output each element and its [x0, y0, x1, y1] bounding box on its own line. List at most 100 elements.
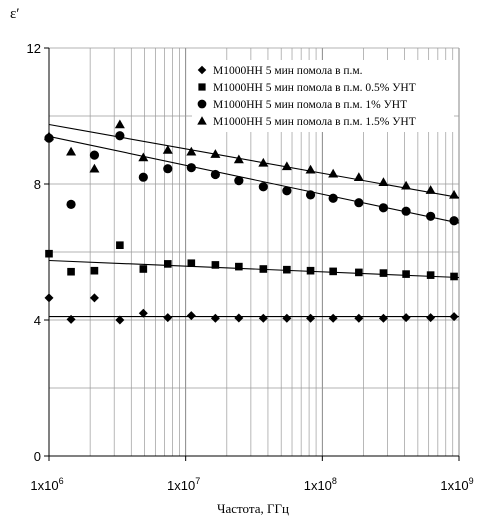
- data-point-series-1: [163, 313, 173, 323]
- tick-labels: 0 4 8 12 1x106 1x107 1x108 1x109: [27, 41, 474, 493]
- data-point-series-1: [210, 313, 220, 323]
- data-point-series-2: [355, 268, 363, 277]
- x-tick-exponent: 8: [332, 476, 337, 486]
- data-point-series-3: [305, 190, 316, 200]
- fit-line-series-3: [48, 135, 460, 224]
- x-tick-label: 1x109: [440, 476, 473, 493]
- data-point-series-2: [450, 272, 458, 281]
- legend-marker-1: [197, 65, 207, 75]
- data-point-series-3: [115, 131, 125, 141]
- data-point-series-3: [210, 169, 220, 180]
- data-point-series-1: [282, 313, 292, 323]
- legend-label-1: M1000НН 5 мин помола в п.м.: [213, 65, 363, 77]
- data-point-series-4: [138, 152, 149, 162]
- data-point-series-3: [282, 186, 292, 196]
- data-point-series-4: [210, 149, 221, 158]
- data-point-series-2: [116, 241, 124, 249]
- data-point-series-2: [402, 270, 410, 278]
- data-point-series-4: [44, 131, 54, 141]
- x-tick-exponent: 7: [195, 476, 200, 486]
- data-point-series-4: [89, 163, 100, 173]
- legend-label-3: M1000НН 5 мин помола в п.м. 1% УНТ: [213, 99, 407, 111]
- data-point-series-2: [329, 267, 337, 276]
- legend-marker-4: [197, 116, 207, 125]
- data-point-series-3: [138, 172, 148, 182]
- data-point-series-2: [379, 269, 388, 277]
- data-point-series-1: [328, 313, 338, 323]
- data-point-series-2: [306, 266, 315, 275]
- data-point-series-3: [258, 182, 268, 192]
- data-point-series-2: [45, 249, 53, 258]
- data-point-series-1: [234, 313, 244, 323]
- data-point-series-1: [401, 313, 411, 323]
- x-tick-label: 1x106: [30, 476, 63, 493]
- legend-box: [192, 60, 454, 132]
- data-point-series-3: [401, 206, 411, 216]
- data-point-series-4: [281, 161, 292, 171]
- data-point-series-4: [378, 177, 389, 187]
- data-point-series-4: [66, 146, 77, 156]
- x-axis-label: Частота, ГГц: [217, 501, 289, 516]
- data-point-series-2: [426, 271, 435, 279]
- data-point-series-3: [163, 164, 173, 174]
- fit-line-series-2: [48, 259, 460, 279]
- x-tick-exponent: 9: [469, 476, 474, 486]
- data-point-series-4: [328, 168, 339, 178]
- legend: M1000НН 5 мин помола в п.м. M1000НН 5 мин…: [192, 60, 454, 132]
- data-point-series-2: [235, 262, 243, 271]
- data-point-series-4: [353, 172, 364, 181]
- data-point-series-1: [186, 311, 196, 321]
- data-point-series-2: [90, 266, 99, 275]
- data-point-series-1: [378, 313, 388, 323]
- data-point-series-1: [44, 293, 54, 303]
- data-point-series-3: [328, 193, 338, 203]
- y-tick-label: 4: [34, 313, 41, 328]
- data-point-series-3: [354, 198, 364, 208]
- fit-lines: [48, 123, 460, 318]
- data-point-series-2: [187, 259, 196, 268]
- data-point-series-3: [186, 163, 196, 173]
- data-point-series-1: [426, 313, 436, 323]
- data-point-series-4: [162, 145, 173, 154]
- data-point-series-1: [306, 313, 316, 323]
- data-point-series-3: [66, 199, 76, 209]
- data-point-series-3: [234, 176, 244, 186]
- legend-marker-2: [198, 83, 206, 91]
- y-axis-label: ε′: [10, 6, 20, 22]
- x-tick-label: 1x108: [304, 476, 337, 493]
- data-point-series-1: [258, 313, 268, 323]
- data-point-series-2: [67, 267, 75, 276]
- data-point-series-4: [186, 146, 197, 156]
- y-tick-label: 0: [34, 449, 41, 464]
- data-point-series-1: [89, 293, 99, 303]
- data-point-series-1: [138, 308, 148, 318]
- data-point-series-4: [305, 164, 316, 174]
- data-point-series-1: [449, 312, 459, 322]
- data-point-series-3: [89, 150, 100, 160]
- legend-label-4: M1000НН 5 мин помола в п.м. 1.5% УНТ: [213, 116, 416, 128]
- data-point-series-2: [211, 261, 220, 269]
- data-point-series-4: [114, 119, 125, 129]
- data-point-series-3: [378, 203, 389, 213]
- legend-marker-3: [197, 99, 207, 109]
- data-point-series-2: [259, 265, 268, 273]
- data-point-series-2: [283, 265, 291, 274]
- x-tick-exponent: 6: [59, 476, 64, 486]
- data-point-series-4: [401, 180, 412, 190]
- data-point-series-4: [449, 189, 460, 199]
- data-point-series-3: [426, 211, 436, 221]
- data-points: [44, 119, 460, 325]
- data-point-series-4: [258, 157, 269, 167]
- data-point-series-1: [115, 315, 125, 325]
- y-tick-label: 12: [27, 41, 41, 56]
- data-point-series-1: [66, 314, 76, 324]
- data-point-series-1: [354, 313, 364, 323]
- data-point-series-2: [163, 260, 172, 268]
- legend-label-2: M1000НН 5 мин помола в п.м. 0.5% УНТ: [213, 82, 416, 94]
- data-point-series-4: [425, 185, 436, 194]
- y-tick-label: 8: [34, 177, 41, 192]
- fit-line-series-4: [48, 123, 460, 199]
- data-point-series-2: [139, 265, 148, 273]
- data-point-series-4: [233, 154, 244, 164]
